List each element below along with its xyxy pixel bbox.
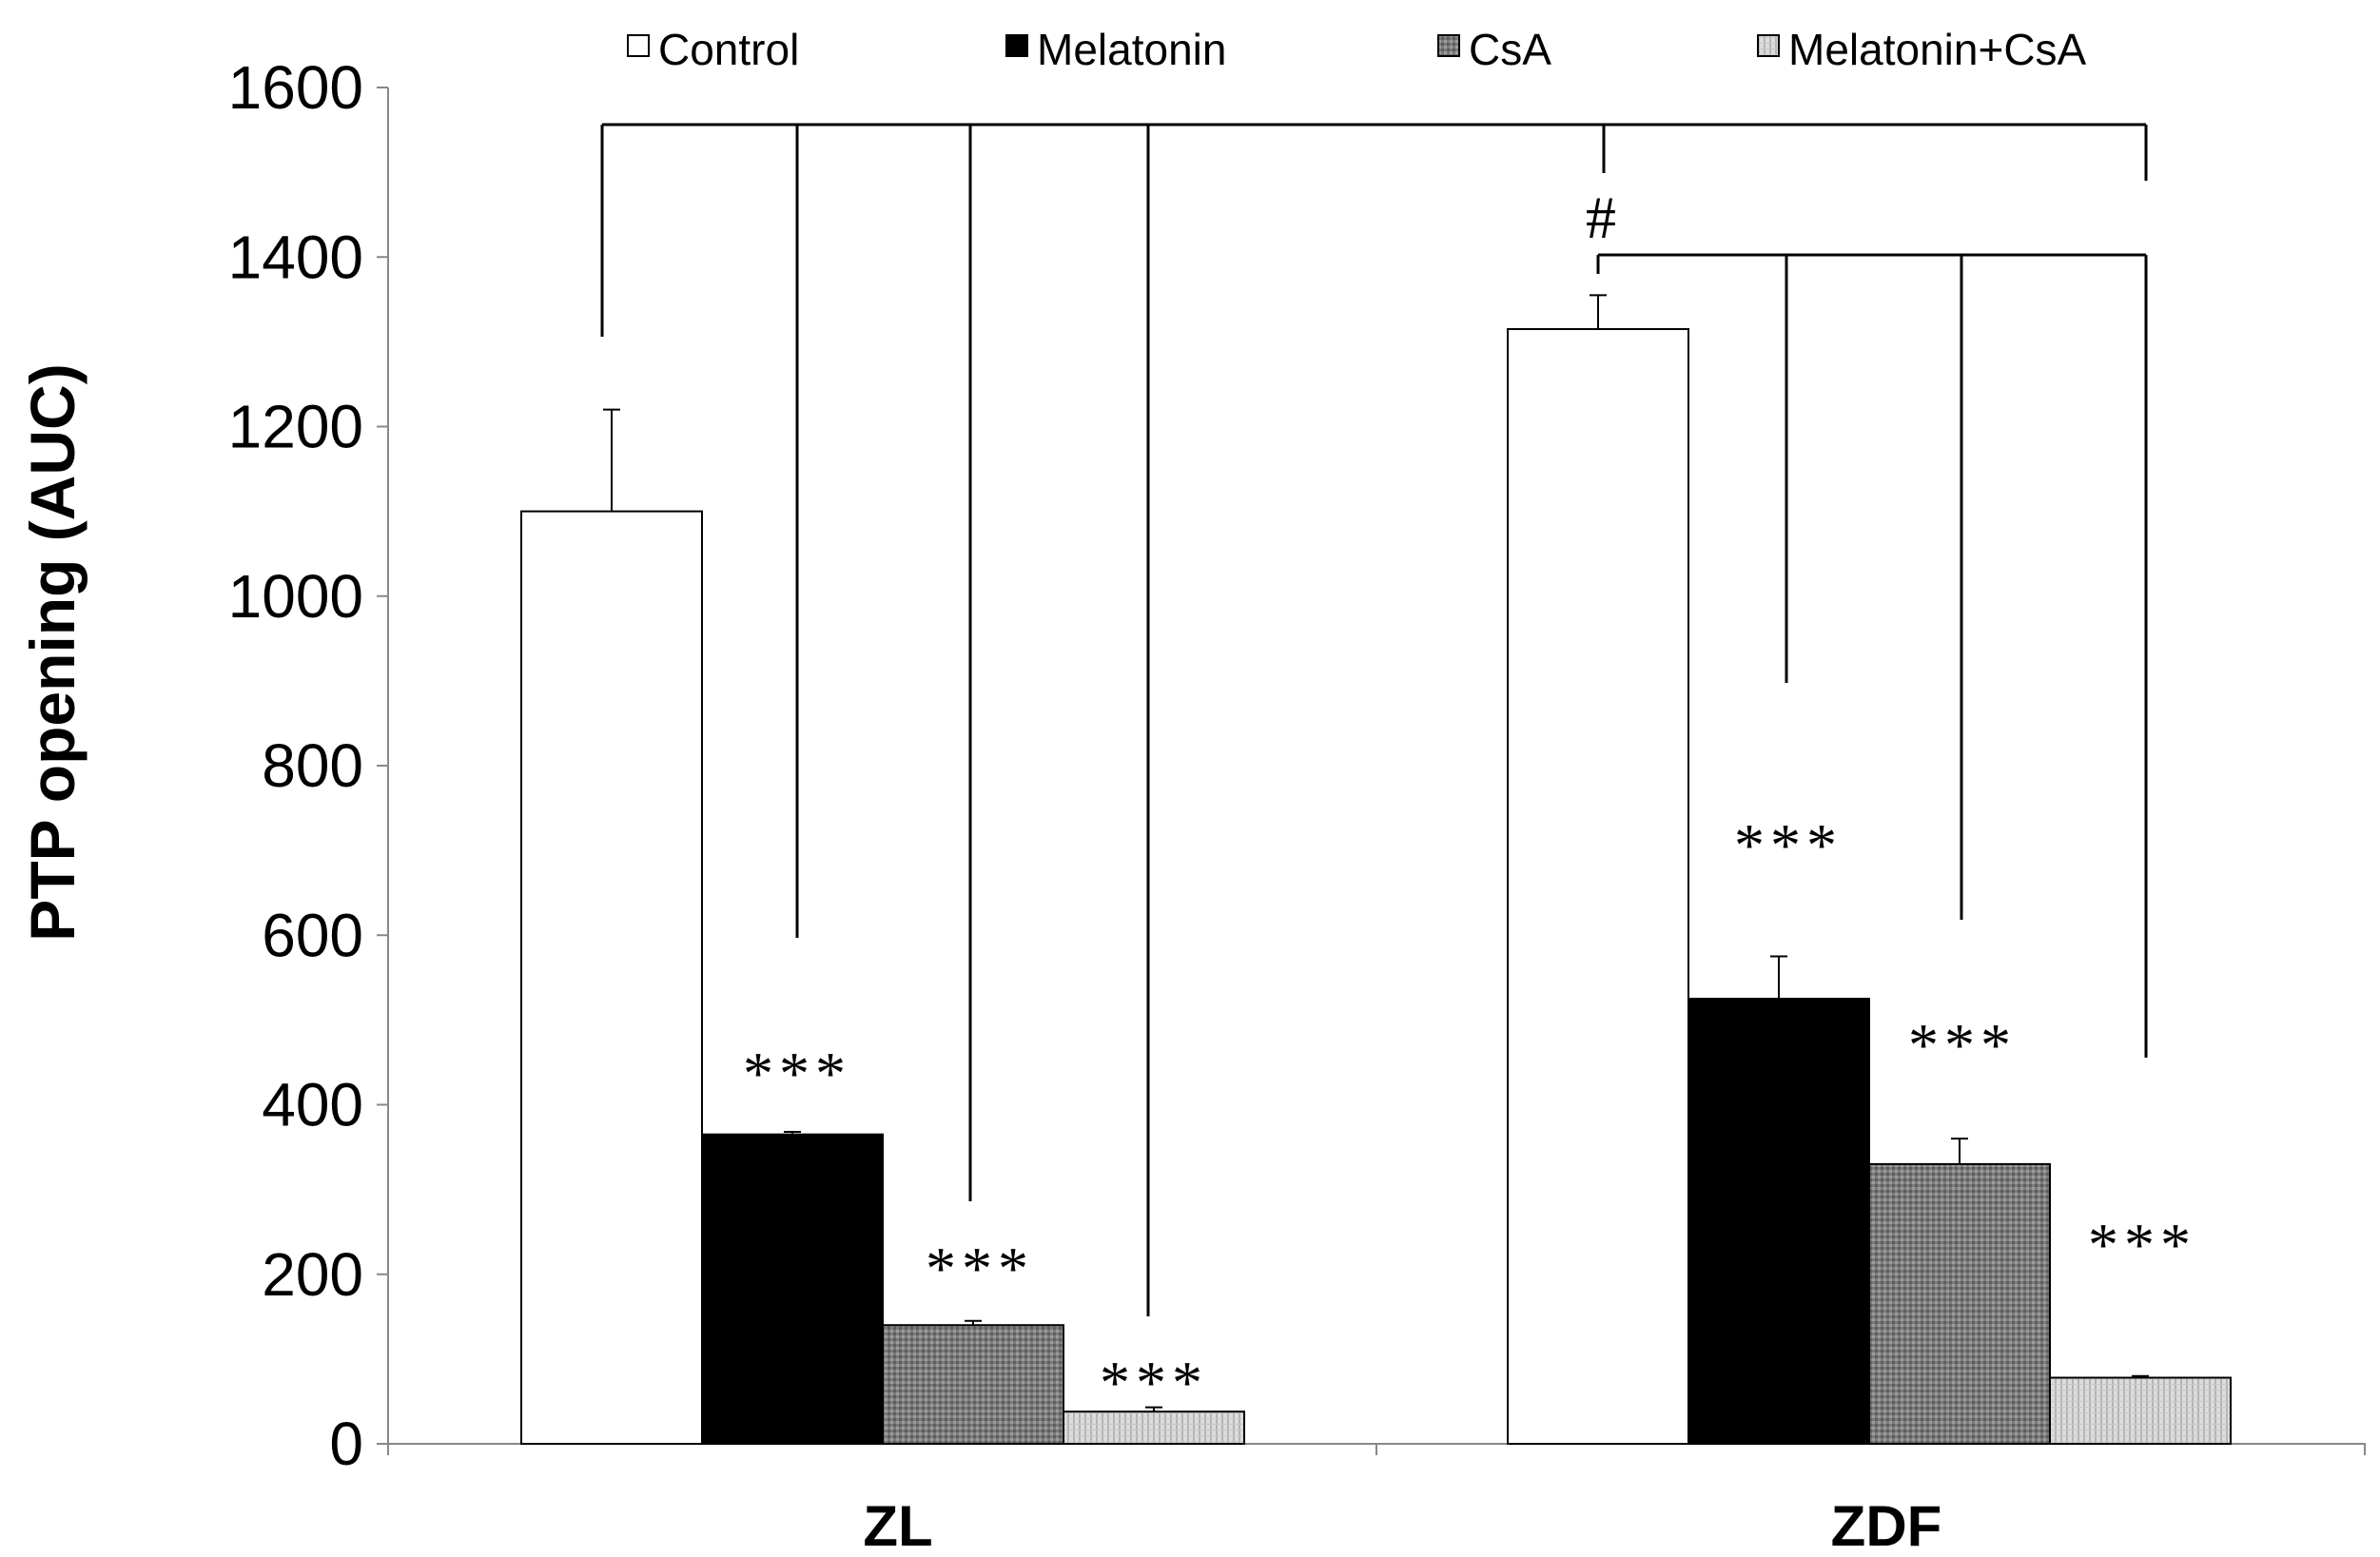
legend-label-melatonin: Melatonin: [1037, 25, 1226, 74]
bars: [520, 294, 2232, 1446]
legend-swatch-melatonin-csa: [1757, 34, 1780, 57]
sig-zdf-melatonin: ***: [1734, 811, 1843, 879]
legend-swatch-melatonin: [1005, 34, 1028, 57]
legend-label-melatonin-csa: Melatonin+CsA: [1788, 25, 2087, 74]
bar-zl-csa: [882, 1324, 1064, 1445]
bar-zl-control: [520, 510, 703, 1445]
y-tick-label: 200: [262, 1240, 363, 1309]
sig-zl-csa: ***: [926, 1235, 1034, 1302]
category-label-zdf: ZDF: [1831, 1494, 1942, 1557]
bar-zdf-csa: [1868, 1162, 2051, 1445]
legend-label-csa: CsA: [1469, 25, 1551, 74]
sig-zl-melcsa: ***: [1100, 1349, 1208, 1416]
y-axis-label: PTP opening (AUC): [17, 363, 88, 941]
bar-zl-melatonin-csa: [1063, 1411, 1245, 1445]
bar-zdf-control: [1507, 328, 1689, 1446]
legend: Control Melatonin CsA Melatonin+CsA: [627, 25, 2087, 74]
y-tick-label: 1200: [228, 393, 363, 461]
y-tick-label: 1600: [228, 53, 363, 122]
y-tick-label: 600: [262, 901, 363, 969]
y-ticks: 0 200 400 600 800 1000 1200 1400 1600: [228, 53, 388, 1478]
y-tick-label: 1000: [228, 562, 363, 631]
bar-zdf-melatonin: [1687, 998, 1870, 1445]
legend-label-control: Control: [658, 25, 799, 74]
sig-zdf-melcsa: ***: [2088, 1211, 2196, 1278]
bar-zdf-melatonin-csa: [2049, 1376, 2232, 1446]
y-tick-label: 400: [262, 1071, 363, 1139]
y-tick-label: 800: [262, 731, 363, 800]
bar-zl-melatonin: [701, 1133, 884, 1445]
category-label-zl: ZL: [863, 1494, 932, 1557]
significance-brackets: [600, 123, 2148, 1316]
y-tick-label: 1400: [228, 223, 363, 291]
sig-zdf-csa: ***: [1908, 1011, 2017, 1079]
y-tick-label: 0: [329, 1410, 363, 1478]
sig-hash: #: [1586, 184, 1622, 251]
sig-zl-melatonin: ***: [743, 1040, 851, 1107]
legend-swatch-csa: [1437, 34, 1460, 57]
legend-swatch-control: [627, 34, 650, 57]
